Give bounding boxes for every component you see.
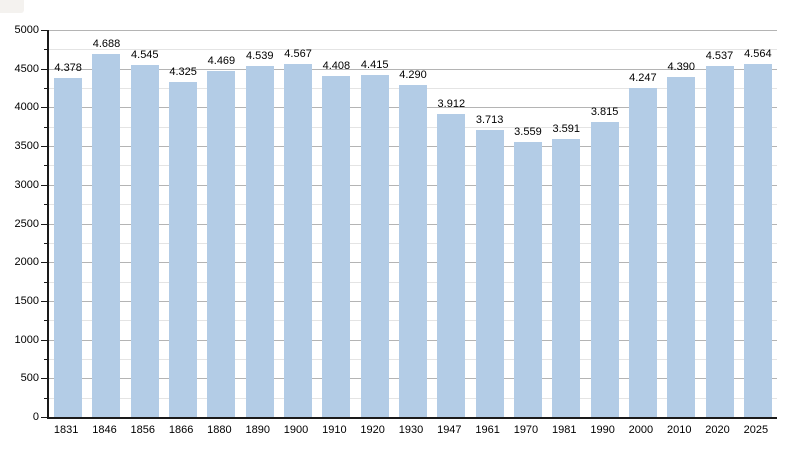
y-minor-tick: [44, 320, 47, 322]
x-tick-label-1866: 1866: [168, 424, 194, 436]
bar-value-label: 4.378: [54, 62, 82, 75]
y-tick-label-4000: 4000: [14, 101, 39, 114]
bar-1961: [475, 129, 504, 417]
major-gridline: [49, 30, 777, 31]
x-tick-label-1981: 1981: [552, 424, 577, 436]
major-gridline: [49, 68, 777, 70]
bar-value-label: 4.567: [284, 47, 312, 60]
corner-smudge: [0, 0, 24, 13]
bar-1970: [513, 141, 542, 417]
bar-value-label: 4.564: [744, 47, 772, 60]
y-minor-tick: [44, 358, 47, 360]
y-minor-tick: [44, 204, 47, 206]
x-tick-label-2010: 2010: [666, 424, 692, 436]
bar-value-label: 3.815: [590, 105, 619, 118]
y-minor-tick: [44, 49, 47, 51]
bar-value-label: 4.415: [360, 59, 389, 72]
bar-value-label: 4.390: [667, 61, 695, 74]
y-tick-label-4500: 4500: [14, 62, 39, 75]
bar-value-label: 4.539: [245, 49, 274, 62]
x-tick-label-2000: 2000: [628, 424, 654, 436]
x-tick-label-1990: 1990: [590, 424, 615, 436]
x-tick-label-1947: 1947: [437, 424, 462, 436]
y-minor-tick: [44, 88, 47, 90]
x-tick-label-1831: 1831: [53, 424, 79, 436]
y-major-tick: [41, 378, 47, 380]
x-tick-label-1890: 1890: [245, 424, 270, 436]
bar-value-label: 4.325: [169, 66, 197, 79]
bar-value-label: 4.247: [629, 72, 657, 85]
bar-1856: [130, 65, 159, 417]
bar-1930: [399, 84, 427, 417]
y-major-tick: [41, 300, 47, 302]
y-major-tick: [41, 339, 47, 341]
x-tick-label-1920: 1920: [360, 424, 385, 436]
bar-2000: [628, 88, 657, 417]
y-major-tick: [41, 30, 47, 31]
y-tick-label-1500: 1500: [14, 294, 39, 307]
bar-value-label: 3.713: [475, 113, 504, 126]
bar-1947: [437, 114, 466, 417]
bar-1866: [169, 82, 198, 417]
x-tick-label-2025: 2025: [743, 424, 769, 436]
y-tick-label-500: 500: [20, 372, 39, 385]
x-tick-label-1880: 1880: [207, 424, 232, 436]
y-minor-tick: [44, 397, 47, 399]
y-tick-label-3500: 3500: [14, 140, 39, 153]
bar-2010: [667, 77, 696, 417]
x-tick-label-1930: 1930: [398, 424, 424, 436]
bar-1831: [54, 78, 83, 417]
y-major-tick: [41, 223, 47, 225]
y-major-tick: [41, 107, 47, 109]
y-major-tick: [41, 184, 47, 186]
y-minor-tick: [44, 165, 47, 167]
bar-value-label: 3.591: [552, 123, 581, 136]
bar-1920: [360, 75, 389, 417]
x-tick-label-1846: 1846: [92, 424, 117, 436]
x-tick-label-1856: 1856: [130, 424, 156, 436]
bar-value-label: 4.537: [705, 49, 734, 62]
bar-value-label: 4.408: [322, 59, 351, 72]
y-major-tick: [41, 262, 47, 264]
x-tick-label-1970: 1970: [513, 424, 539, 436]
bar-value-label: 4.290: [399, 68, 427, 81]
x-tick-label-1900: 1900: [283, 424, 309, 436]
bar-1900: [284, 63, 313, 417]
bar-1880: [207, 71, 236, 417]
bar-value-label: 3.559: [514, 125, 542, 138]
y-tick-label-5000: 5000: [14, 24, 39, 36]
y-minor-tick: [44, 242, 47, 244]
bar-1910: [322, 75, 351, 417]
y-tick-label-2500: 2500: [14, 217, 39, 230]
y-tick-label-2000: 2000: [14, 256, 39, 269]
y-tick-label-0: 0: [32, 411, 39, 423]
bar-value-label: 4.469: [207, 55, 236, 68]
y-major-tick: [41, 68, 47, 70]
bar-1990: [590, 121, 619, 417]
x-tick-label-1961: 1961: [475, 424, 500, 436]
y-minor-tick: [44, 281, 47, 283]
bar-1981: [552, 139, 581, 417]
y-major-tick: [41, 146, 47, 148]
bar-value-label: 3.912: [437, 98, 466, 111]
bar-1890: [245, 65, 274, 417]
plot-area: 4.378 4.688 4.545 4.325 4.469 4.539 4.567 4.408…: [47, 30, 777, 419]
x-tick-label-1910: 1910: [322, 424, 347, 436]
y-tick-label-3000: 3000: [14, 178, 39, 191]
y-major-tick: [41, 417, 47, 418]
bar-value-label: 4.545: [131, 49, 159, 62]
y-tick-label-1000: 1000: [14, 333, 39, 346]
minor-gridline: [49, 49, 777, 51]
x-tick-label-2020: 2020: [705, 424, 730, 436]
bar-2020: [705, 65, 734, 417]
bar-value-label: 4.688: [92, 38, 121, 51]
bar-1846: [92, 54, 121, 417]
y-minor-tick: [44, 126, 47, 128]
bar-2025: [743, 63, 772, 417]
